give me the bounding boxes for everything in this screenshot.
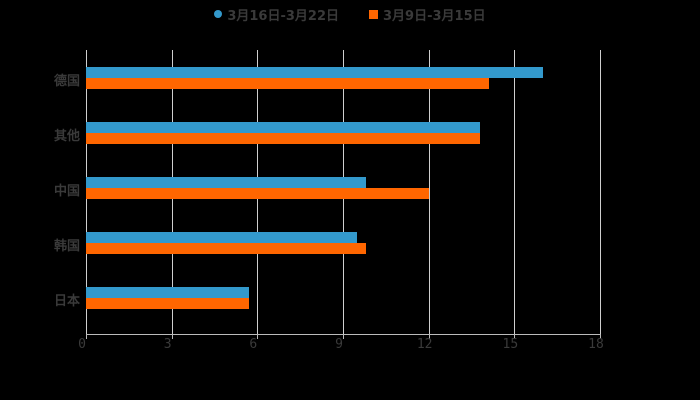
x-tick-label: 12 bbox=[416, 337, 433, 352]
gridline bbox=[428, 50, 430, 335]
x-tick-label: 9 bbox=[335, 337, 343, 352]
y-category-label: 日本 bbox=[53, 294, 80, 309]
bar-series2[interactable] bbox=[86, 133, 481, 144]
x-tick bbox=[428, 334, 430, 339]
legend-circle-icon bbox=[214, 10, 223, 18]
x-axis bbox=[86, 334, 600, 335]
gridline bbox=[514, 50, 516, 335]
x-tick-label: 18 bbox=[588, 337, 604, 352]
bar-series2[interactable] bbox=[86, 298, 249, 309]
legend-item-series1[interactable]: 3月16日-3月22日 bbox=[214, 4, 339, 24]
legend-item-series2[interactable]: 3月9日-3月15日 bbox=[369, 4, 486, 24]
gridline bbox=[600, 50, 601, 335]
legend-label: 3月9日-3月15日 bbox=[383, 8, 486, 24]
y-category-label: 韩国 bbox=[53, 239, 80, 254]
bar-series1[interactable] bbox=[86, 232, 358, 243]
y-category-label: 中国 bbox=[53, 184, 80, 199]
x-tick bbox=[257, 334, 259, 339]
bar-series2[interactable] bbox=[86, 188, 429, 199]
bar-series1[interactable] bbox=[86, 67, 543, 78]
bar-series1[interactable] bbox=[86, 122, 481, 133]
x-tick-label: 15 bbox=[502, 337, 519, 352]
y-category-label: 其他 bbox=[53, 129, 80, 144]
x-tick bbox=[600, 334, 601, 339]
x-tick-label: 3 bbox=[163, 337, 172, 352]
x-tick-label: 6 bbox=[249, 337, 258, 352]
legend-square-icon bbox=[369, 9, 379, 19]
y-category-label: 德国 bbox=[53, 74, 80, 89]
x-tick bbox=[343, 334, 344, 339]
x-tick bbox=[171, 334, 173, 339]
x-tick bbox=[86, 334, 87, 339]
bar-series1[interactable] bbox=[86, 287, 249, 298]
x-tick bbox=[514, 334, 516, 339]
bar-series2[interactable] bbox=[86, 78, 489, 89]
chart-legend: 3月16日-3月22日 3月9日-3月15日 bbox=[0, 4, 700, 24]
legend-label: 3月16日-3月22日 bbox=[227, 8, 340, 24]
bar-series2[interactable] bbox=[86, 243, 366, 254]
bar-series1[interactable] bbox=[86, 177, 366, 188]
x-tick-label: 0 bbox=[78, 337, 86, 352]
